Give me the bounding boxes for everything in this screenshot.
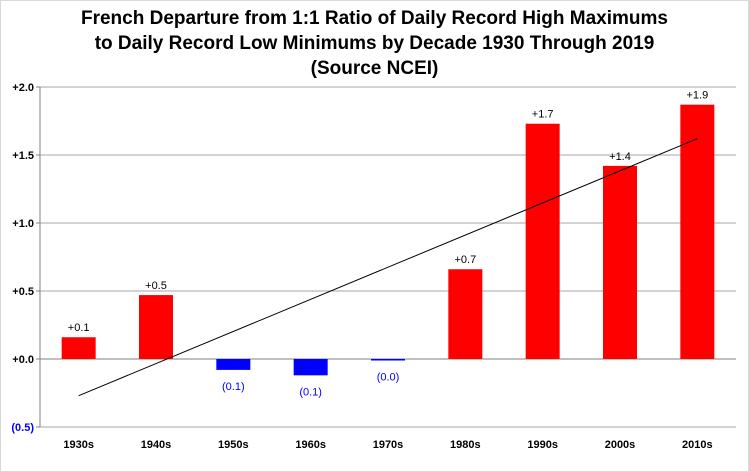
labels: +2.0 +1.5 +1.0 +0.5 +0.0 (0.5) 1930s 1940s 1950s… (11, 82, 712, 451)
data-label-1940s: +0.5 (145, 280, 167, 292)
chart-title-line-3: (Source NCEI) (310, 58, 439, 79)
x-tick-label: 1970s (373, 439, 404, 451)
linear-trendline (78, 138, 698, 397)
data-label-2010s: +1.9 (686, 90, 708, 102)
bars (61, 104, 715, 376)
data-label-1980s: +0.7 (454, 254, 476, 266)
trendline (78, 138, 698, 397)
x-tick-label: 2010s (682, 439, 713, 451)
x-tick-label: 1980s (450, 439, 481, 451)
data-label-1970s: (0.0) (377, 371, 400, 383)
y-tick-label: +0.5 (12, 286, 34, 298)
chart-title-line-2: to Daily Record Low Minimums by Decade 1… (94, 33, 655, 54)
y-tick-label: +1.0 (12, 218, 34, 230)
bar-1980s (448, 269, 483, 359)
x-tick-label: 2000s (605, 439, 636, 451)
y-tick-label: (0.5) (11, 422, 34, 434)
x-tick-label: 1950s (218, 439, 249, 451)
y-tick-label: +1.5 (12, 150, 34, 162)
data-label-1990s: +1.7 (532, 109, 554, 121)
bar-1960s (293, 359, 328, 376)
x-tick-label: 1990s (527, 439, 558, 451)
y-tick-label: +2.0 (12, 82, 34, 94)
data-label-1930s: +0.1 (68, 322, 90, 334)
bar-2000s (603, 165, 637, 359)
x-tick-label: 1940s (141, 439, 172, 451)
x-tick-label: 1960s (295, 439, 326, 451)
x-tick-label: 1930s (63, 439, 94, 451)
bar-1940s (139, 295, 173, 359)
data-label-2000s: +1.4 (609, 151, 631, 163)
bar-2010s (680, 104, 715, 360)
data-label-1950s: (0.1) (222, 381, 245, 393)
bar-1930s (61, 337, 96, 359)
data-label-1960s: (0.1) (299, 386, 322, 398)
bar-1990s (525, 123, 560, 359)
y-tick-label: +0.0 (12, 354, 34, 366)
chart-title-line-1: French Departure from 1:1 Ratio of Daily… (80, 8, 668, 29)
bar-1950s (216, 359, 251, 370)
chart-title: French Departure from 1:1 Ratio of Daily… (0, 6, 749, 81)
bar-1970s (371, 359, 405, 361)
